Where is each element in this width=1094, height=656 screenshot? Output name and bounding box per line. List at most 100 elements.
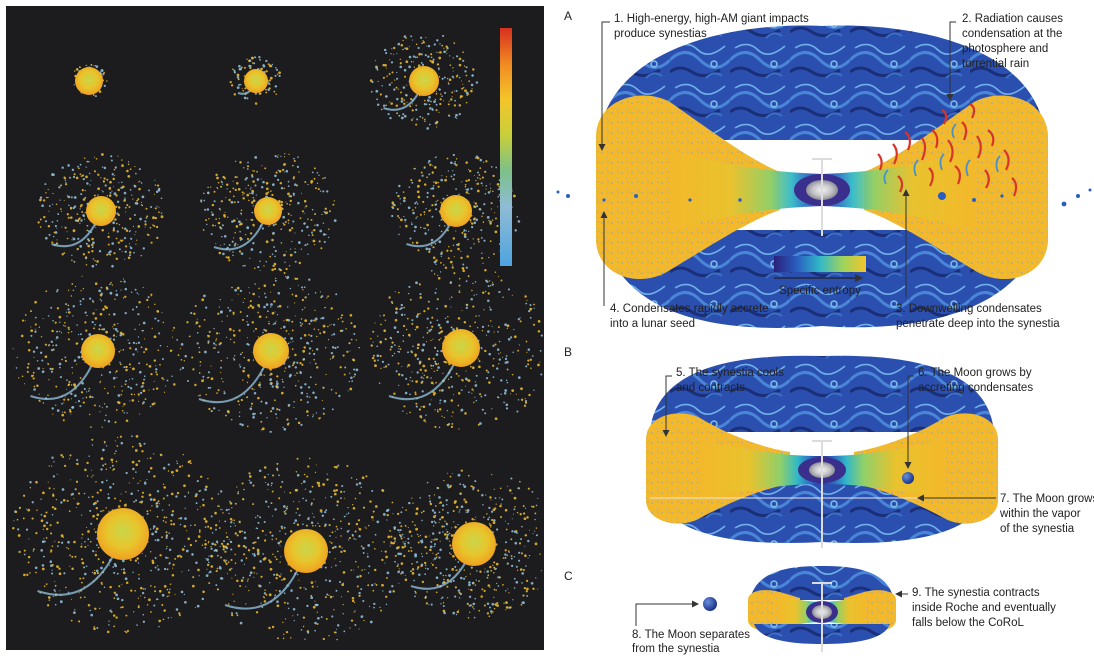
particle — [301, 323, 304, 325]
particle — [210, 410, 213, 413]
particle — [274, 279, 277, 282]
particle — [80, 333, 82, 336]
particle — [530, 367, 532, 370]
particle — [85, 264, 88, 266]
particle — [397, 570, 400, 574]
particle — [223, 243, 225, 245]
particle — [411, 241, 414, 244]
particle — [172, 567, 174, 569]
particle — [113, 563, 117, 566]
particle — [515, 531, 518, 534]
particle — [61, 166, 64, 169]
particle — [347, 512, 350, 514]
particle — [115, 194, 118, 197]
particle — [207, 541, 210, 544]
particle — [308, 352, 311, 355]
particle — [239, 222, 243, 226]
particle — [532, 587, 535, 590]
particle — [253, 572, 255, 574]
particle — [99, 312, 103, 316]
particle — [431, 532, 435, 535]
particle — [253, 392, 257, 395]
annotation-3: 3. Downwelling condensates penetrate dee… — [896, 303, 1060, 330]
particle — [513, 587, 516, 589]
particle — [389, 116, 392, 120]
particle — [71, 555, 74, 558]
particle — [432, 194, 435, 198]
annotation-2-line-4: torrential rain — [962, 58, 1029, 70]
particle — [526, 351, 528, 353]
particle — [494, 497, 497, 499]
particle — [540, 373, 543, 376]
particle — [458, 112, 461, 116]
particle — [136, 199, 139, 202]
particle — [296, 165, 300, 169]
particle — [116, 212, 119, 215]
particle — [119, 333, 123, 337]
particle — [516, 511, 519, 514]
particle — [383, 366, 385, 368]
particle — [252, 359, 255, 361]
particle — [505, 407, 509, 410]
particle — [143, 378, 146, 381]
particle — [406, 84, 408, 86]
separated-moon — [703, 597, 717, 611]
particle — [435, 156, 437, 158]
particle — [437, 40, 439, 42]
particle — [294, 315, 296, 317]
particle — [298, 501, 300, 503]
particle — [129, 217, 132, 220]
particle — [237, 293, 239, 295]
particle — [481, 252, 483, 254]
particle — [510, 477, 513, 480]
particle — [238, 403, 241, 406]
particle — [442, 34, 445, 37]
particle — [48, 465, 50, 467]
particle — [430, 339, 432, 342]
particle — [80, 391, 84, 394]
particle — [287, 342, 290, 345]
particle — [267, 473, 269, 476]
particle — [243, 75, 246, 77]
particle — [470, 297, 473, 301]
particle — [310, 596, 314, 600]
particle — [415, 108, 418, 111]
particle — [390, 535, 393, 538]
particle — [489, 183, 491, 185]
particle — [476, 293, 478, 296]
particle — [333, 200, 335, 202]
particle — [135, 342, 138, 345]
particle — [234, 232, 236, 234]
particle — [85, 242, 88, 245]
particle — [259, 59, 261, 61]
particle — [15, 367, 18, 369]
particle — [528, 529, 531, 531]
particle — [300, 399, 303, 401]
particle — [420, 376, 423, 379]
particle — [232, 254, 234, 257]
particle — [331, 531, 334, 534]
particle — [109, 585, 112, 589]
particle — [489, 240, 492, 243]
particle — [404, 47, 406, 50]
particle — [408, 285, 411, 288]
particle — [66, 388, 68, 390]
particle — [284, 261, 286, 264]
annotation-1-line-1: 1. High-energy, high-AM giant impacts — [614, 13, 809, 25]
particle — [494, 212, 496, 214]
particle — [415, 217, 417, 219]
particle — [431, 60, 434, 64]
particle — [412, 117, 414, 119]
particle — [372, 341, 374, 343]
particle — [153, 475, 156, 478]
particle — [195, 561, 198, 565]
particle — [281, 378, 283, 381]
particle — [283, 254, 286, 257]
particle — [493, 607, 496, 610]
particle — [283, 187, 285, 190]
particle — [499, 487, 502, 490]
particle — [396, 565, 399, 568]
particle — [474, 584, 477, 586]
particle — [271, 240, 273, 242]
particle — [134, 166, 136, 168]
